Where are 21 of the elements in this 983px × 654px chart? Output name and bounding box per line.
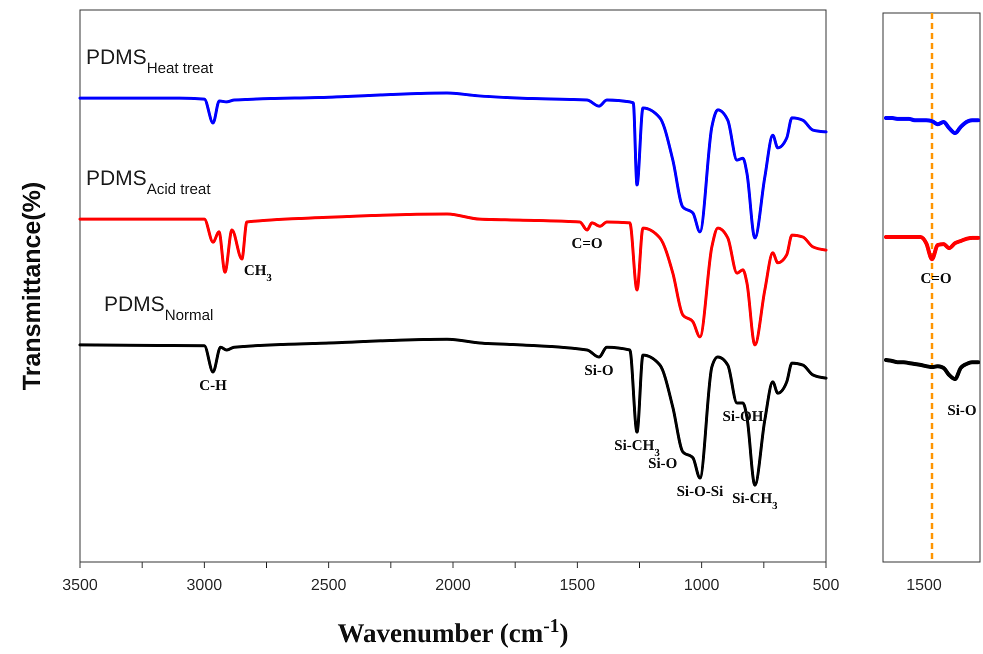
x-tick-label: 2000 xyxy=(435,577,471,594)
annotation: C=O xyxy=(572,236,603,252)
annotation: Si-O xyxy=(584,363,614,380)
annotation: Si-O-Si xyxy=(676,484,724,500)
x-tick-label: 3000 xyxy=(186,577,222,594)
annotation: CH$_{3}$ xyxy=(244,263,272,284)
annotation: Si-O xyxy=(947,403,977,419)
x-axis-title: Wavenumber (cm$^{-1}$) xyxy=(338,616,568,648)
x-tick-label: 3500 xyxy=(62,577,98,594)
annotation: C=O xyxy=(920,271,952,287)
x-tick-label: 1000 xyxy=(684,577,720,594)
annotation: Si-O xyxy=(648,456,678,472)
annotation: C-H xyxy=(199,378,228,394)
x-tick-label: 500 xyxy=(812,577,840,594)
series-label: PDMS$_{Heat treat}$ xyxy=(86,46,214,77)
annotation: Si-CH$_{3}$ xyxy=(732,491,778,512)
series-label: PDMS$_{Normal}$ xyxy=(104,292,214,324)
y-axis-title: Transmittance(%) xyxy=(18,182,46,390)
series-label: PDMS$_{Acid treat}$ xyxy=(86,167,212,198)
x-tick-label: 2500 xyxy=(310,577,347,594)
x-tick-label: 1500 xyxy=(560,577,596,594)
